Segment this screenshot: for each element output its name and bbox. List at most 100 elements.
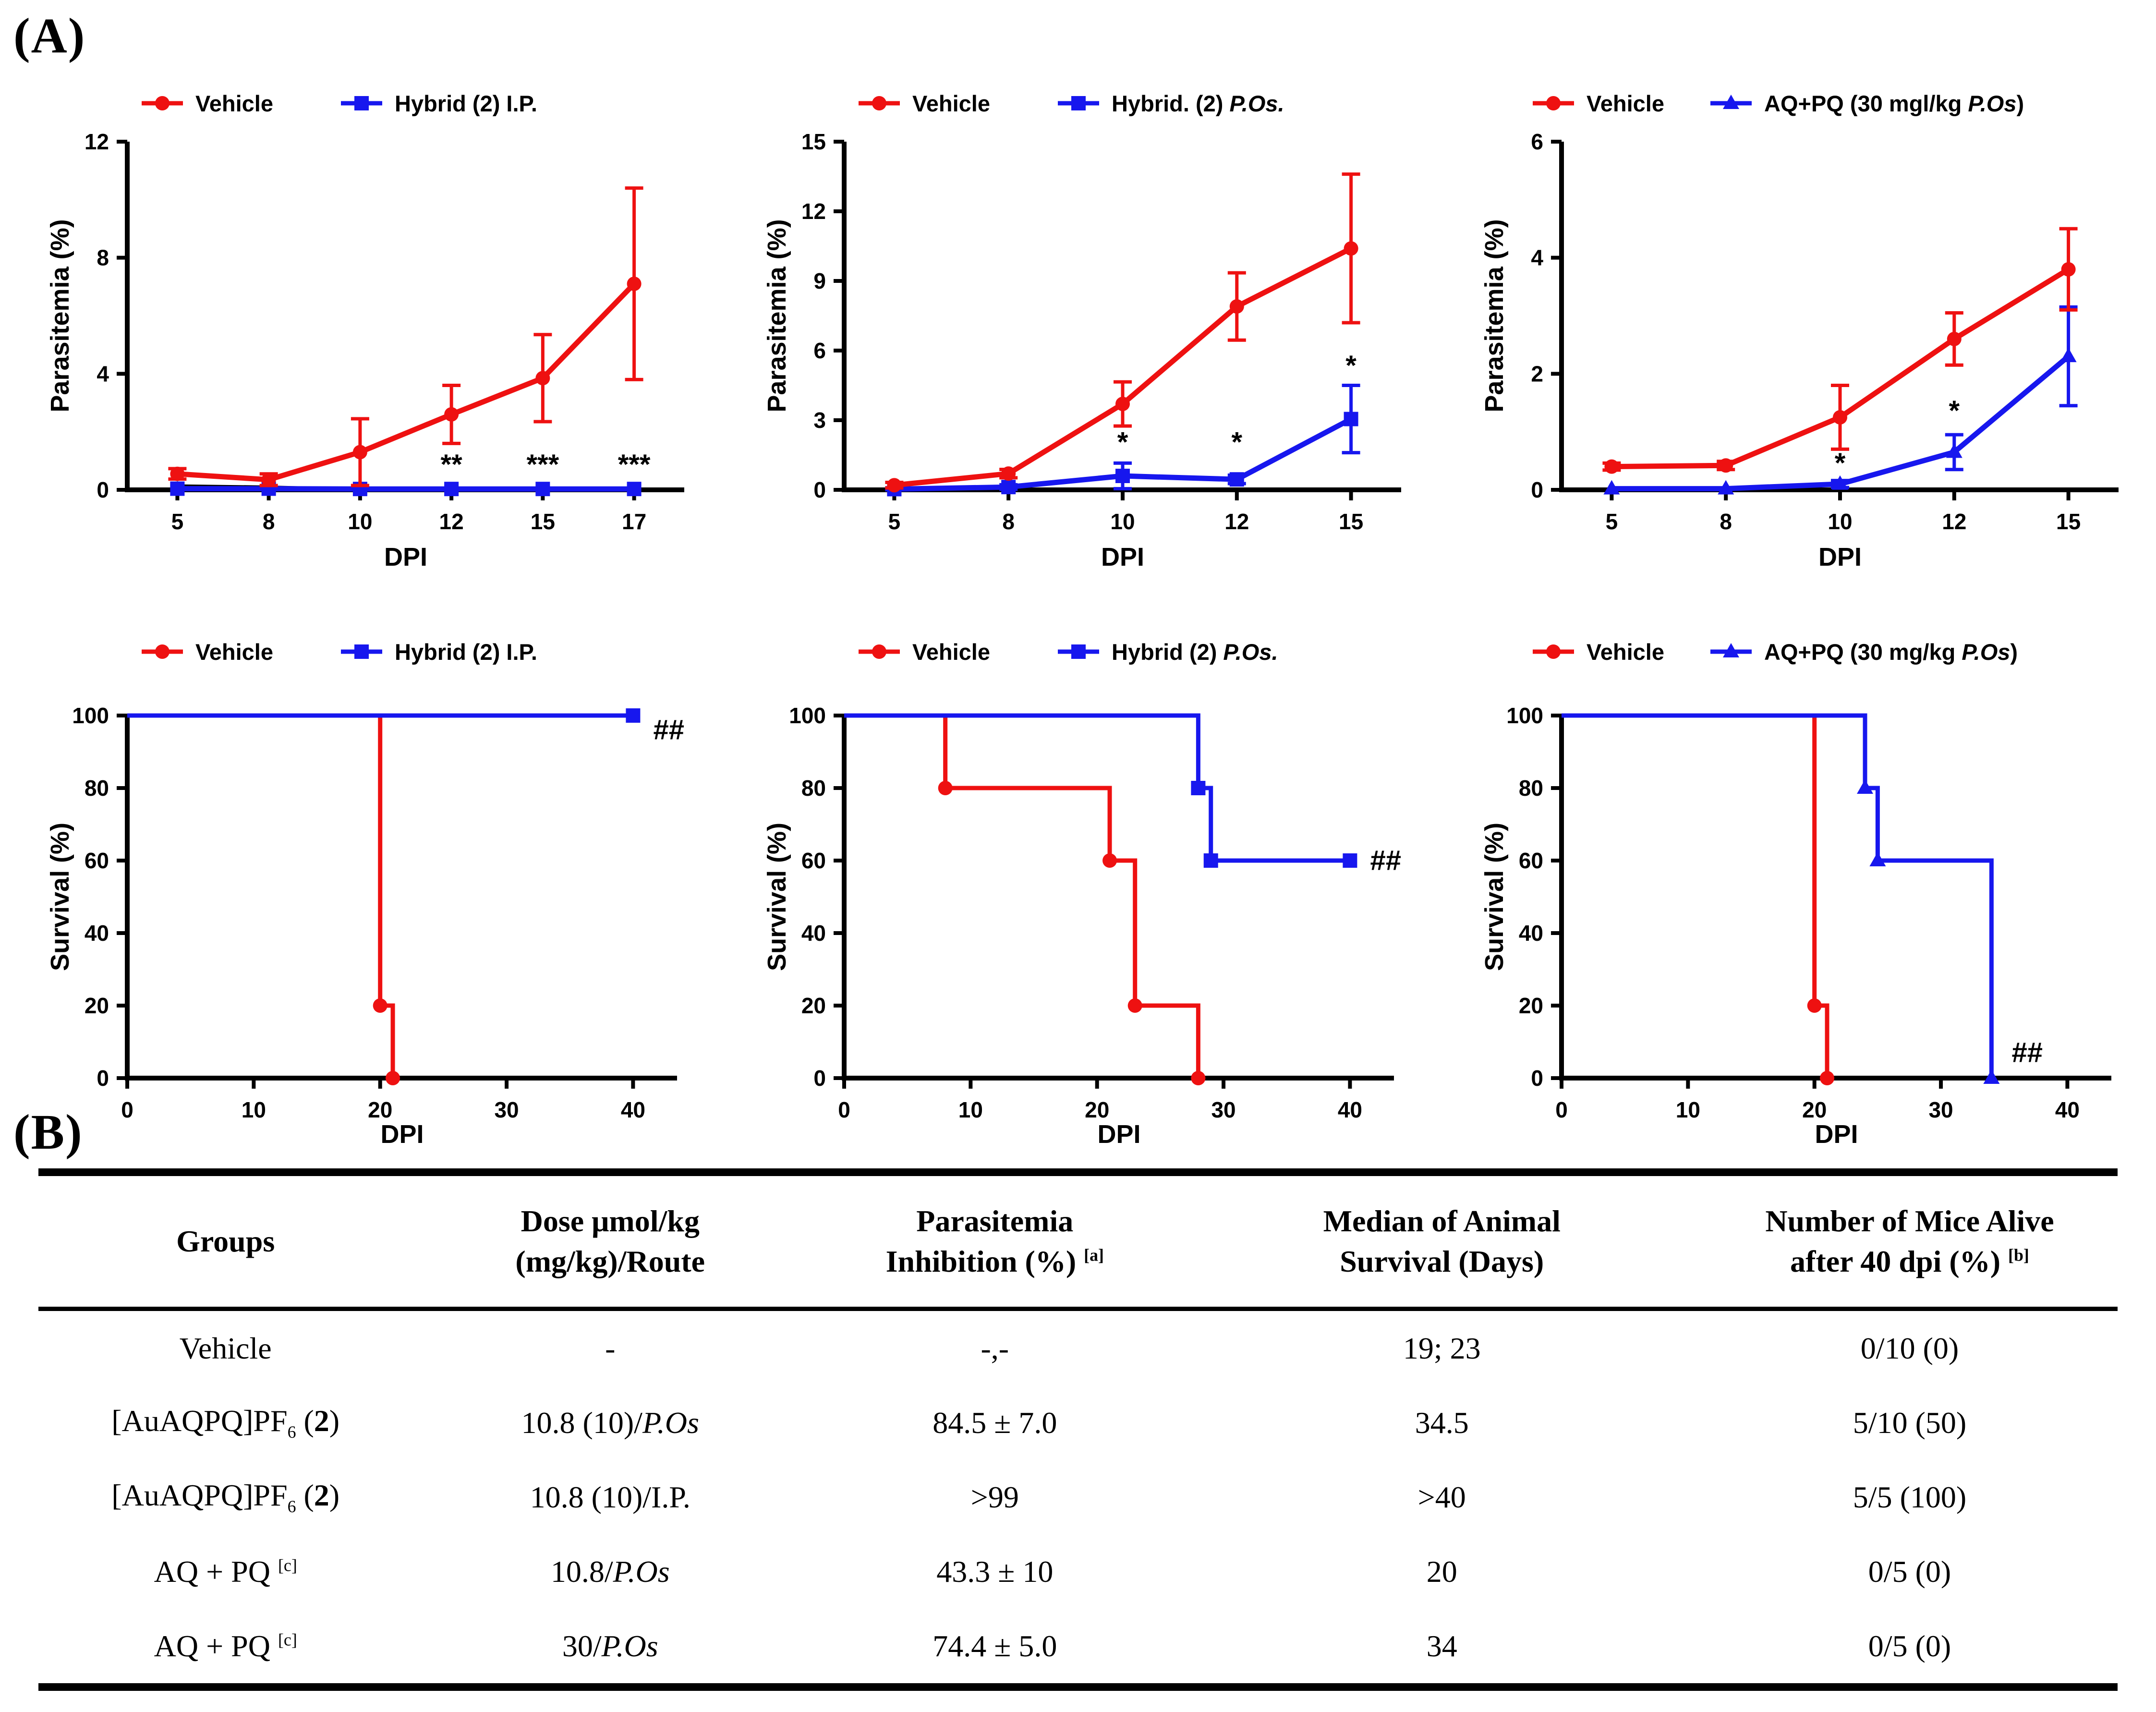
table-row: AQ + PQ [c] 30/P.Os 74.4 ± 5.0 34 0/5 (0) [38,1609,2118,1687]
cell-r3-c2: 43.3 ± 10 [936,1554,1054,1589]
square-marker [626,708,641,723]
circle-marker [155,96,170,110]
series-step-line [1562,713,1829,1078]
legend-item: Hybrid (2) I.P. [341,91,537,116]
legend-item: Hybrid (2) I.P. [341,639,537,665]
legend-item: Vehicle [142,91,273,116]
y-tick-label: 100 [1506,703,1543,728]
significance-marker: *** [618,449,651,480]
cell-r4-c4: 0/5 (0) [1868,1628,1951,1663]
parasitemia-chart-hybrid-pos: Vehicle Hybrid. (2) P.Os. 0 3 6 9 12 15 5 8 10 12 15… [743,26,1430,586]
cell-r2-c4: 5/5 (100) [1853,1480,1967,1514]
x-tick-label: 40 [1338,1097,1362,1122]
survival-chart-aqpq-svg: Vehicle AQ+PQ (30 mg/kg P.Os)020406080100… [1480,639,2111,1148]
legend-item: AQ+PQ (30 mg/kg P.Os) [1710,639,2018,665]
table-row: [AuAQPQ]PF6 (2) 10.8 (10)/P.Os 84.5 ± 7.0 3… [38,1385,2118,1460]
survival-chart-aqpq: Vehicle AQ+PQ (30 mg/kg P.Os) 0 20 40 60 80 100… [1461,617,2147,1148]
legend-label: AQ+PQ (30 mg/kg P.Os) [1764,639,2018,665]
x-tick-label: 10 [242,1097,266,1122]
cell-r0-c0: Vehicle [179,1331,272,1365]
triangle-marker [1603,480,1620,495]
table-head: Groups Dose μmol/kg (mg/kg)/Route Parasitem… [38,1172,2118,1311]
circle-marker [1947,331,1962,346]
y-tick-label: 0 [97,477,109,502]
significance-marker: * [1232,426,1243,458]
x-tick-label: 15 [1339,509,1363,534]
x-tick-label: 8 [1720,509,1732,534]
legend-label: Vehicle [195,91,273,116]
column-header-1: Dose μmol/kg (mg/kg)/Route [412,1172,808,1311]
results-table: Groups Dose μmol/kg (mg/kg)/Route Parasitem… [38,1168,2118,1691]
y-tick-label: 12 [85,129,109,154]
legend-item: Vehicle [859,639,990,665]
cell-r1-c0: [AuAQPQ]PF6 (2) [111,1404,340,1442]
table-header-row: Groups Dose μmol/kg (mg/kg)/Route Parasitem… [38,1172,2118,1311]
column-header-line: (mg/kg)/Route [515,1244,705,1278]
y-tick-label: 60 [85,848,109,873]
x-tick-label: 12 [1224,509,1249,534]
triangle-marker [1946,443,1962,458]
circle-marker [1115,397,1130,412]
parasitemia-chart-aqpq: Vehicle AQ+PQ (30 mgl/kg P.Os) 0 2 4 6 5 8 10 12 1… [1461,26,2147,586]
cell-r0-c4: 0/10 (0) [1860,1331,1959,1365]
square-marker [1071,644,1086,659]
parasitemia-chart-hybrid-pos-svg: Vehicle Hybrid. (2) P.Os. 0 3 6 9 12 15 5 8 10 12 15… [763,91,1401,571]
table-row: Vehicle - -,- 19; 23 0/10 (0) [38,1309,2118,1386]
y-tick-label: 60 [1519,848,1543,873]
circle-marker [887,478,902,493]
survival-chart-hybrid-pos-svg: Vehicle Hybrid (2) P.Os. 0 20 40 60 80 100 0 10 20… [763,639,1402,1148]
x-tick-label: 40 [2055,1097,2080,1122]
series-Vehicle [1602,227,2078,474]
hash-annotation: ## [1370,845,1402,876]
square-marker [1343,853,1357,868]
cell-r4-c0: AQ + PQ [c] [154,1628,297,1663]
y-tick-label: 9 [813,268,826,293]
circle-marker [1719,458,1733,473]
column-header-line: Survival (Days) [1340,1244,1544,1278]
cell-r2-c0: [AuAQPQ]PF6 (2) [111,1478,340,1516]
column-header-line: Inhibition (%) [a] [885,1244,1104,1278]
series-Vehicle [1562,713,1835,1085]
square-marker [627,482,642,497]
y-tick-label: 80 [801,776,826,801]
y-tick-label: 0 [1531,477,1543,502]
y-tick-label: 20 [801,993,826,1018]
x-tick-label: 10 [1828,509,1852,534]
circle-marker [1001,466,1016,481]
series-Vehicle [127,713,400,1085]
series-line [174,281,637,483]
x-tick-label: 10 [1110,509,1135,534]
y-tick-label: 12 [801,199,826,224]
series-Hybrid (2) I.P. [127,708,641,723]
y-tick-label: 0 [97,1066,109,1091]
y-axis-title: Survival (%) [46,823,74,971]
x-axis-title: DPI [1101,543,1144,571]
x-tick-label: 20 [1802,1097,1827,1122]
x-tick-label: 5 [171,509,184,534]
series-step-line [1562,713,1994,1078]
y-tick-label: 15 [801,129,826,154]
y-tick-label: 6 [1531,129,1543,154]
legend-item: Hybrid (2) P.Os. [1058,639,1278,665]
square-marker [1229,472,1244,487]
x-axis-title: DPI [1818,543,1862,571]
legend-label: Hybrid (2) P.Os. [1112,639,1278,665]
circle-marker [1604,459,1619,474]
series-Hybrid (2) P.Os. [844,713,1357,868]
x-tick-label: 15 [531,509,555,534]
legend-label: Hybrid (2) I.P. [395,639,537,665]
significance-marker: *** [527,449,559,480]
circle-marker [872,644,886,659]
x-tick-label: 10 [1676,1097,1700,1122]
cell-r1-c1: 10.8 (10)/P.Os [521,1405,699,1440]
legend-label: Vehicle [912,639,990,665]
y-tick-label: 100 [72,703,109,728]
y-tick-label: 40 [85,921,109,946]
x-tick-label: 10 [958,1097,983,1122]
series-step-line [844,713,1200,1078]
y-tick-label: 2 [1531,361,1543,386]
cell-r2-c3: >40 [1417,1480,1466,1514]
parasitemia-chart-hybrid-ip-svg: Vehicle Hybrid (2) I.P. 0 4 8 12 5 8 10 12 15 17 DPI… [46,91,684,571]
square-marker [1203,853,1218,868]
cell-r2-c2: >99 [970,1480,1019,1514]
